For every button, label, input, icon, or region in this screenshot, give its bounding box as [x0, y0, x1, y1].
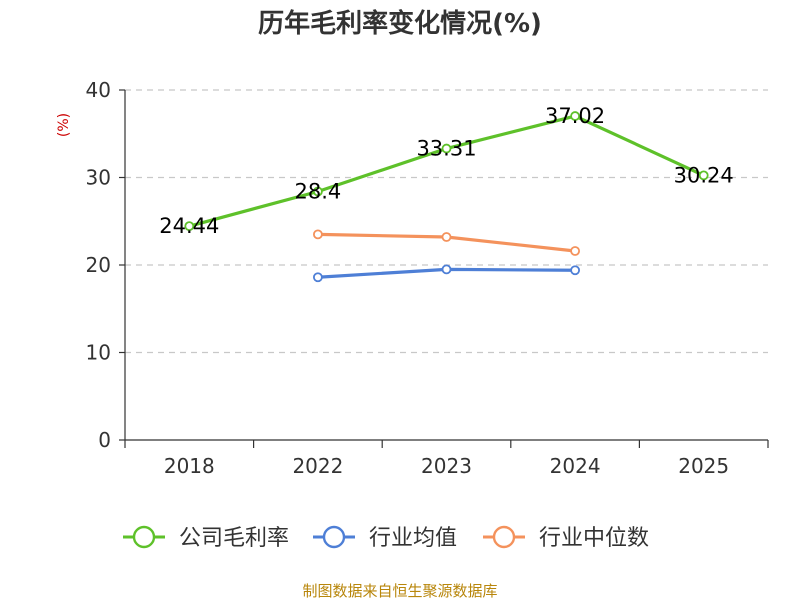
y-tick-label: 40	[86, 78, 111, 102]
data-point	[312, 229, 323, 240]
data-point	[441, 143, 452, 154]
data-point	[570, 265, 580, 276]
legend-swatch-marker	[132, 525, 156, 549]
chart-title: 历年毛利率变化情况(%)	[258, 8, 542, 39]
axes: 0 10 20 30 40 2018 2022 2023 2024 2025	[86, 78, 769, 478]
data-label: 37.02	[545, 104, 605, 128]
data-point	[570, 111, 580, 121]
data-point	[570, 246, 580, 256]
source-note: 制图数据来自恒生聚源数据库	[302, 582, 497, 600]
data-labels: 24.44 28.4 33.31 37.02 30.24	[159, 104, 734, 238]
data-point	[441, 264, 452, 275]
data-point	[441, 232, 452, 242]
legend-label: 公司毛利率	[179, 526, 289, 551]
y-axis-unit-label: (%)	[56, 113, 72, 137]
legend-label: 行业均值	[369, 526, 457, 551]
data-point	[184, 221, 195, 232]
y-tick-label: 30	[86, 166, 111, 190]
x-tick-label: 2022	[292, 454, 343, 478]
data-label: 33.31	[416, 137, 476, 161]
x-tick-label: 2025	[678, 454, 729, 478]
x-tick-label: 2024	[550, 454, 601, 478]
series-lines	[184, 111, 709, 283]
gridlines	[125, 89, 768, 354]
data-point	[698, 170, 709, 181]
data-label: 30.24	[674, 163, 734, 187]
data-point	[312, 272, 323, 283]
y-tick-label: 20	[86, 253, 111, 277]
series-line-0	[187, 114, 706, 228]
x-tick-label: 2023	[421, 454, 472, 478]
legend: 公司毛利率 行业均值 行业中位数	[123, 525, 649, 551]
legend-label: 行业中位数	[539, 526, 649, 551]
y-tick-label: 0	[98, 428, 111, 452]
data-point	[312, 186, 323, 197]
data-label: 24.44	[159, 214, 219, 238]
data-label: 28.4	[295, 180, 342, 204]
legend-swatch-marker	[492, 525, 516, 549]
legend-swatch-marker	[322, 525, 346, 549]
y-tick-label: 10	[86, 341, 111, 365]
x-tick-label: 2018	[164, 454, 215, 478]
